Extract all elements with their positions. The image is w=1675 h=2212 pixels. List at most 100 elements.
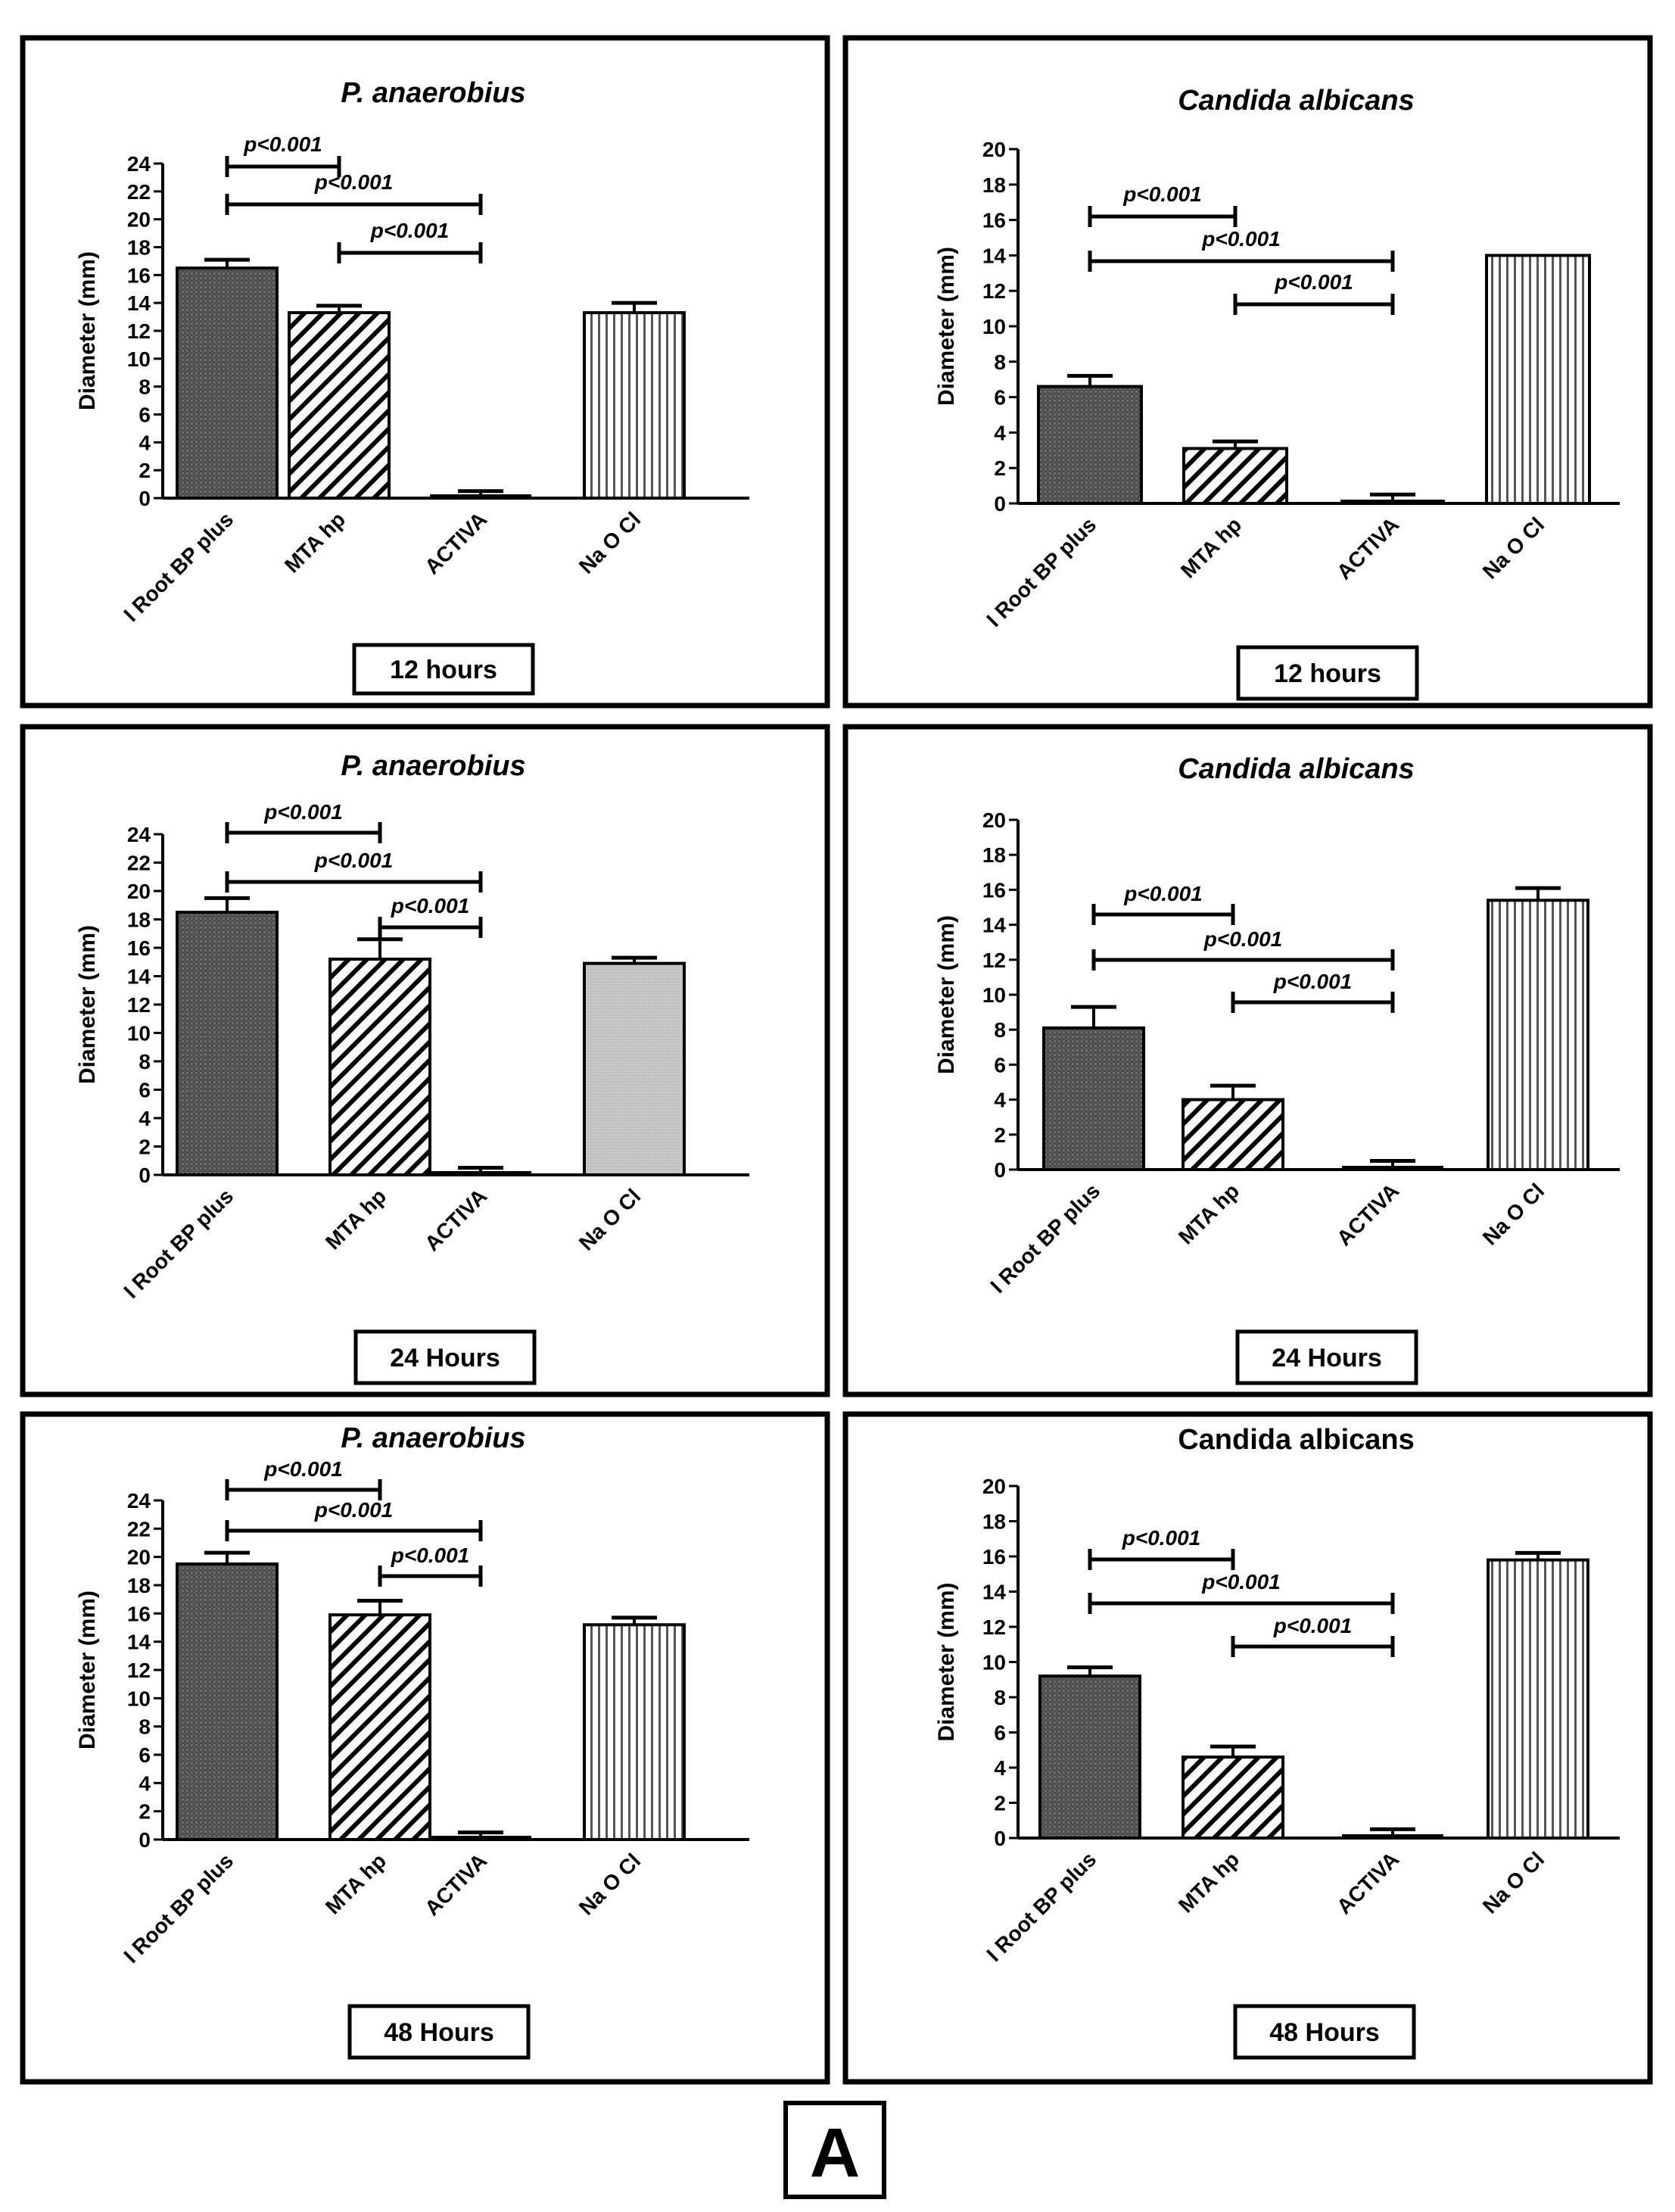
y-tick-label: 24 bbox=[127, 823, 151, 846]
y-tick-label: 0 bbox=[994, 492, 1006, 516]
bar bbox=[328, 1613, 431, 1841]
bar bbox=[583, 961, 686, 1176]
y-tick-label: 8 bbox=[139, 375, 151, 399]
bar bbox=[1485, 254, 1591, 505]
y-axis-label: Diameter (mm) bbox=[75, 1590, 100, 1749]
y-tick-label: 14 bbox=[127, 1631, 151, 1654]
time-label-box bbox=[347, 2004, 531, 2060]
y-tick-label: 12 bbox=[982, 279, 1006, 303]
y-tick-label: 14 bbox=[982, 244, 1007, 267]
y-tick-label: 6 bbox=[994, 386, 1006, 410]
bar bbox=[583, 311, 686, 500]
chart-panel: P. anaerobius024681012141618202224Diamet… bbox=[20, 1411, 830, 2085]
y-tick-label: 8 bbox=[994, 350, 1006, 374]
y-tick-label: 24 bbox=[127, 1489, 151, 1513]
y-tick-label: 2 bbox=[139, 1136, 151, 1159]
y-tick-label: 4 bbox=[139, 1107, 151, 1130]
bar bbox=[176, 1562, 279, 1841]
y-tick-label: 6 bbox=[994, 1721, 1006, 1745]
y-tick-label: 18 bbox=[982, 843, 1006, 867]
chart-panel: Candida albicans 0 2 4 6 8 10 12 14 16 18 20 Diamete… bbox=[842, 35, 1653, 709]
y-tick-label: 4 bbox=[994, 1756, 1006, 1780]
p-value-label: p<0.001 bbox=[391, 894, 470, 918]
time-label-box bbox=[1235, 1329, 1418, 1385]
y-tick-label: 20 bbox=[982, 808, 1006, 832]
bar bbox=[1042, 1026, 1145, 1172]
y-tick-label: 4 bbox=[139, 1771, 151, 1795]
y-tick-label: 14 bbox=[127, 965, 151, 989]
time-label: 48 Hours bbox=[384, 2018, 494, 2047]
time-label: 48 Hours bbox=[1269, 2018, 1380, 2047]
p-value-label: p<0.001 bbox=[263, 800, 343, 824]
p-value-label: p<0.001 bbox=[370, 219, 450, 242]
y-tick-label: 10 bbox=[982, 315, 1006, 338]
chart-title: Candida albicans bbox=[1178, 85, 1415, 117]
y-tick-label: 18 bbox=[982, 173, 1006, 197]
y-tick-label: 14 bbox=[127, 291, 151, 315]
p-value-label: p<0.001 bbox=[1273, 970, 1353, 993]
time-label-box bbox=[1236, 645, 1419, 701]
chart-panel: P. anaerobius024681012141618202224Diamet… bbox=[20, 724, 830, 1397]
p-value-label: p<0.001 bbox=[1273, 1614, 1353, 1637]
y-axis-label: Diameter (mm) bbox=[934, 247, 959, 406]
y-tick-label: 16 bbox=[127, 1602, 151, 1625]
y-tick-label: 18 bbox=[127, 1574, 151, 1597]
p-value-label: p<0.001 bbox=[1203, 927, 1283, 951]
y-tick-label: 6 bbox=[139, 403, 151, 427]
y-tick-label: 0 bbox=[994, 1158, 1006, 1182]
y-tick-label: 4 bbox=[994, 421, 1006, 444]
y-tick-label: 2 bbox=[994, 1792, 1006, 1815]
time-label-box bbox=[353, 1329, 537, 1385]
p-value-label: p<0.001 bbox=[1201, 1570, 1281, 1594]
y-tick-label: 8 bbox=[994, 1018, 1006, 1042]
y-tick-label: 12 bbox=[982, 949, 1006, 972]
bar bbox=[583, 1623, 686, 1841]
y-tick-label: 0 bbox=[994, 1827, 1006, 1850]
y-tick-label: 16 bbox=[127, 263, 151, 287]
y-tick-label: 2 bbox=[994, 1123, 1006, 1147]
y-tick-label: 14 bbox=[982, 914, 1007, 937]
p-value-label: p<0.001 bbox=[263, 1457, 343, 1481]
chart-panel: P. anaerobius024681012141618202224Diamet… bbox=[20, 35, 830, 709]
time-label-box bbox=[1233, 2004, 1416, 2060]
y-tick-label: 22 bbox=[127, 180, 151, 204]
bar bbox=[176, 911, 279, 1176]
bar bbox=[1182, 1098, 1284, 1171]
y-tick-label: 6 bbox=[994, 1053, 1006, 1076]
y-tick-label: 16 bbox=[982, 209, 1006, 232]
y-tick-label: 14 bbox=[982, 1581, 1007, 1604]
y-axis-label: Diameter (mm) bbox=[75, 925, 100, 1084]
y-tick-label: 18 bbox=[127, 236, 151, 260]
bar bbox=[1182, 1756, 1284, 1840]
y-tick-label: 22 bbox=[127, 1517, 151, 1541]
p-value-label: p<0.001 bbox=[314, 170, 394, 194]
y-tick-label: 20 bbox=[127, 880, 151, 903]
time-label: 24 Hours bbox=[1272, 1344, 1382, 1372]
bar bbox=[1487, 1558, 1589, 1840]
time-label: 24 Hours bbox=[390, 1344, 500, 1372]
y-tick-label: 16 bbox=[982, 878, 1006, 902]
y-tick-label: 10 bbox=[982, 1651, 1006, 1675]
p-value-label: p<0.001 bbox=[314, 1498, 394, 1522]
y-tick-label: 8 bbox=[994, 1686, 1006, 1709]
p-value-label: p<0.001 bbox=[391, 1544, 470, 1567]
figure-label-box: A bbox=[783, 2101, 886, 2199]
y-axis-label: Diameter (mm) bbox=[934, 1582, 959, 1741]
y-tick-label: 18 bbox=[127, 908, 151, 932]
figure-label: A bbox=[810, 2114, 860, 2192]
y-tick-label: 4 bbox=[994, 1089, 1006, 1112]
p-value-label: p<0.001 bbox=[1123, 882, 1203, 905]
y-tick-label: 22 bbox=[127, 852, 151, 875]
p-value-label: p<0.001 bbox=[1274, 270, 1353, 294]
y-tick-label: 6 bbox=[139, 1743, 151, 1767]
y-tick-label: 16 bbox=[127, 936, 151, 960]
time-label: 12 hours bbox=[1274, 659, 1381, 688]
y-tick-label: 2 bbox=[994, 456, 1006, 480]
y-tick-label: 2 bbox=[139, 459, 151, 482]
p-value-label: p<0.001 bbox=[1122, 1526, 1201, 1550]
chart-title: P. anaerobius bbox=[341, 750, 525, 782]
bar bbox=[176, 266, 279, 500]
y-tick-label: 0 bbox=[139, 1164, 151, 1187]
y-axis-label: Diameter (mm) bbox=[934, 915, 959, 1074]
chart-panel: Candida albicans 0 2 4 6 8 10 12 14 16 18 20 Diamete… bbox=[842, 1411, 1653, 2085]
